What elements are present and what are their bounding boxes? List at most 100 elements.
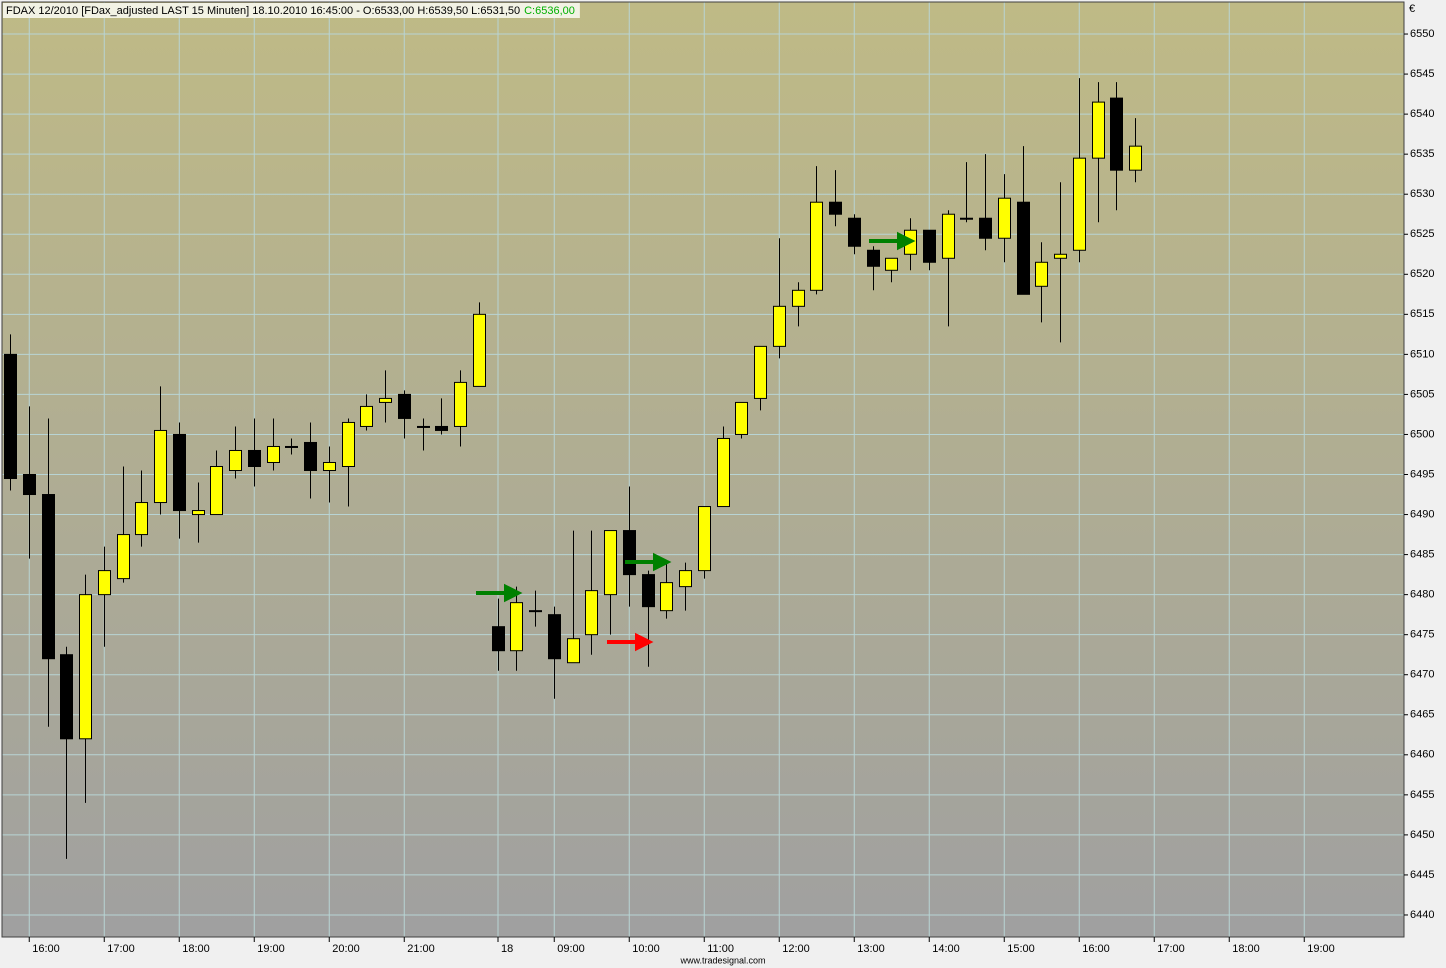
- candle-body: [229, 449, 242, 472]
- candle-body: [117, 534, 130, 580]
- y-tick-label: 6530: [1410, 188, 1434, 200]
- candle-body: [417, 425, 430, 428]
- y-tick-label: 6495: [1410, 468, 1434, 480]
- x-tick-label: 15:00: [1007, 943, 1035, 955]
- arrow: [607, 632, 654, 652]
- candle-body: [829, 201, 842, 215]
- candle-body: [585, 590, 598, 636]
- candle-body: [1129, 145, 1142, 171]
- candle-body: [79, 594, 92, 740]
- y-tick-label: 6445: [1410, 869, 1434, 881]
- candle-body: [1035, 261, 1048, 287]
- y-tick-label: 6535: [1410, 148, 1434, 160]
- candle-body: [642, 574, 655, 608]
- candle-body: [398, 393, 411, 419]
- y-tick-label: 6455: [1410, 789, 1434, 801]
- candle-body: [604, 530, 617, 596]
- candle-body: [679, 570, 692, 588]
- candle-body: [60, 654, 73, 740]
- x-tick-label: 17:00: [1157, 943, 1185, 955]
- y-tick-label: 6475: [1410, 629, 1434, 641]
- arrow: [869, 231, 916, 251]
- y-tick-label: 6510: [1410, 348, 1434, 360]
- y-tick-label: 6545: [1410, 68, 1434, 80]
- plot-frame: [1, 1, 1405, 938]
- x-tick-label: 21:00: [407, 943, 435, 955]
- candle-body: [360, 405, 373, 427]
- candle-body: [1054, 253, 1067, 259]
- y-tick-label: 6525: [1410, 228, 1434, 240]
- candle-body: [1073, 157, 1086, 251]
- arrow: [476, 583, 523, 603]
- candle-body: [210, 465, 223, 516]
- x-tick-label: 13:00: [857, 943, 885, 955]
- candle-body: [267, 445, 280, 463]
- x-tick-label: 10:00: [632, 943, 660, 955]
- candle-body: [510, 602, 523, 652]
- candle-body: [323, 461, 336, 472]
- y-tick-label: 6465: [1410, 709, 1434, 721]
- title-box: [3, 3, 580, 18]
- currency-label: €: [1409, 3, 1415, 15]
- candle-body: [98, 570, 111, 596]
- y-tick-label: 6520: [1410, 268, 1434, 280]
- candle-body: [173, 433, 186, 512]
- candle-body: [492, 626, 505, 652]
- arrow: [625, 552, 672, 572]
- candle-body: [998, 197, 1011, 239]
- x-tick-label: 16:00: [32, 943, 60, 955]
- candle-body: [1110, 97, 1123, 171]
- y-tick-label: 6490: [1410, 508, 1434, 520]
- candle-body: [248, 449, 261, 467]
- candle-body: [454, 381, 467, 427]
- y-tick-label: 6515: [1410, 308, 1434, 320]
- candle-body: [885, 257, 898, 271]
- candle-body: [473, 313, 486, 387]
- grid: [2, 2, 1404, 937]
- candle-body: [529, 610, 542, 613]
- candle-body: [4, 353, 17, 480]
- candle-body: [717, 437, 730, 508]
- y-tick-label: 6480: [1410, 589, 1434, 601]
- y-tick-label: 6460: [1410, 749, 1434, 761]
- candle-body: [960, 217, 973, 220]
- candle-body: [848, 217, 861, 247]
- y-tick-label: 6485: [1410, 548, 1434, 560]
- y-tick-label: 6450: [1410, 829, 1434, 841]
- x-tick-label: 18:00: [1232, 943, 1260, 955]
- candle-body: [548, 614, 561, 660]
- x-tick-label: 19:00: [1307, 943, 1335, 955]
- x-tick-label: 09:00: [557, 943, 585, 955]
- candle-body: [342, 421, 355, 467]
- candle-body: [660, 582, 673, 612]
- candle-body: [42, 494, 55, 660]
- y-tick-label: 6505: [1410, 388, 1434, 400]
- x-tick-label: 18: [501, 943, 513, 955]
- candle-body: [154, 429, 167, 504]
- x-tick-label: 12:00: [782, 943, 810, 955]
- candle-body: [623, 530, 636, 576]
- candle-body: [773, 305, 786, 347]
- x-tick-label: 14:00: [932, 943, 960, 955]
- candle-body: [792, 289, 805, 307]
- y-tick-label: 6440: [1410, 909, 1434, 921]
- candle-body: [942, 213, 955, 259]
- x-tick-label: 19:00: [257, 943, 285, 955]
- y-tick-label: 6470: [1410, 669, 1434, 681]
- x-tick-label: 16:00: [1082, 943, 1110, 955]
- candle-body: [23, 474, 36, 496]
- candle-body: [810, 201, 823, 291]
- chart-title: FDAX 12/2010 [FDax_adjusted LAST 15 Minu…: [6, 5, 520, 17]
- candle-body: [867, 249, 880, 267]
- candle-body: [1092, 101, 1105, 159]
- candle-body: [435, 425, 448, 431]
- candle-body: [567, 638, 580, 664]
- last-close-label: C:6536,00: [524, 5, 575, 17]
- candles: [4, 78, 1142, 859]
- y-tick-label: 6540: [1410, 108, 1434, 120]
- candle-body: [923, 229, 936, 263]
- candle-body: [979, 217, 992, 239]
- candle-body: [698, 506, 711, 572]
